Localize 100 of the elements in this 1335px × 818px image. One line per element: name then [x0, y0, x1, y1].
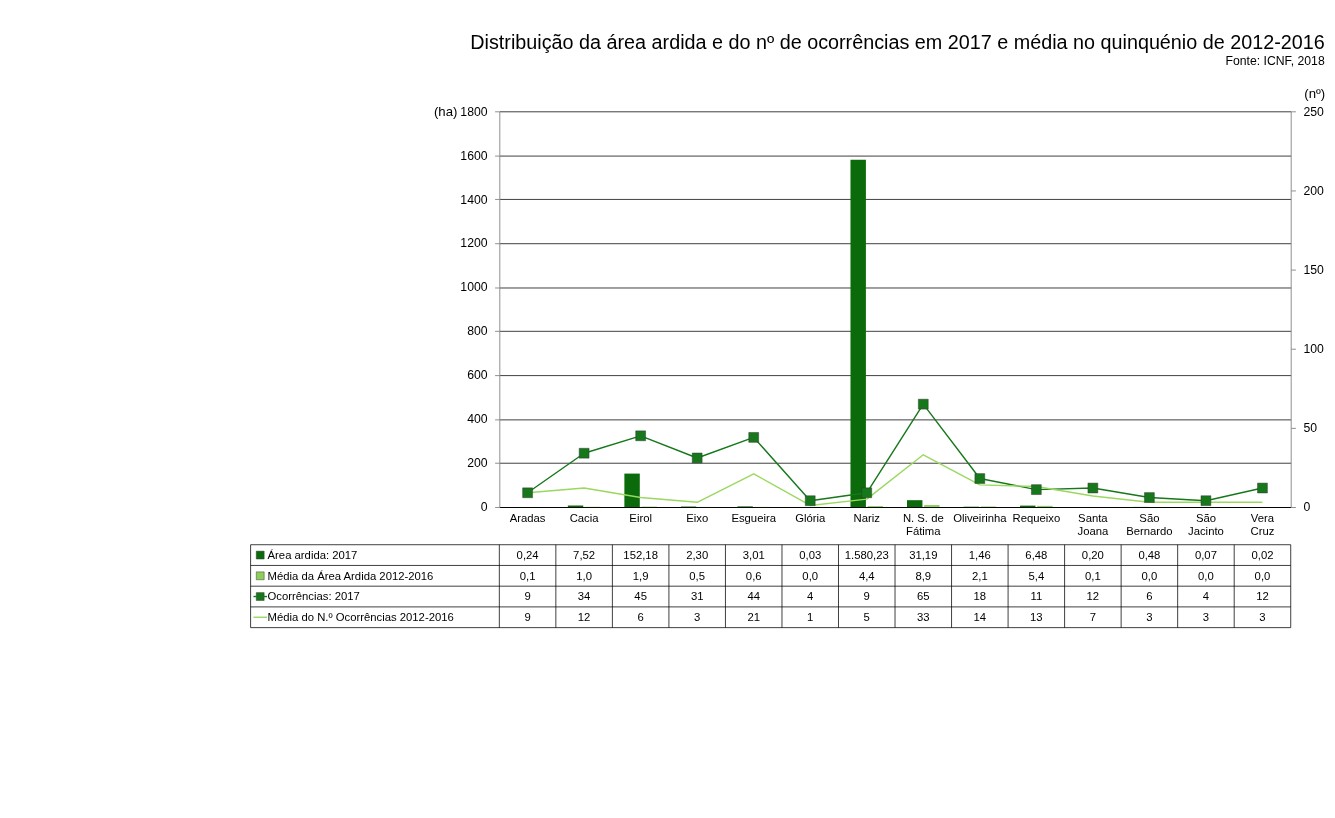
y-tick-label: 1000 — [460, 280, 488, 295]
data-label: 6 — [637, 611, 644, 624]
data-label: 1.580,23 — [844, 548, 889, 561]
data-label: 7 — [1089, 611, 1097, 624]
x-tick-label: Glória — [795, 511, 827, 524]
data-label: 152,18 — [623, 548, 658, 561]
x-tick-label: Vera Cruz — [1250, 511, 1275, 537]
data-label: 2,30 — [686, 548, 709, 561]
x-tick-label: Eixo — [686, 511, 709, 524]
data-label: 12 — [1086, 590, 1100, 603]
legend-label: Ocorrências: 2017 — [267, 590, 360, 603]
data-label: 33 — [917, 611, 930, 624]
y-axis-title: (ha) — [433, 103, 458, 119]
data-label: 6,48 — [1025, 548, 1048, 561]
y2-tick-label: 50 — [1303, 421, 1318, 436]
x-tick-label: Requeixo — [1012, 511, 1061, 524]
data-label: 8,9 — [915, 569, 932, 582]
data-label: 0,0 — [1198, 569, 1214, 582]
data-label: 3 — [1202, 611, 1210, 624]
legend-label: Média do N.º Ocorrências 2012-2016 — [267, 611, 454, 624]
data-label: 3 — [1146, 611, 1153, 624]
y-tick-label: 600 — [467, 368, 488, 383]
x-tick-label: São Bernardo — [1126, 511, 1173, 537]
data-label: 2,1 — [971, 569, 988, 582]
data-label: 31 — [690, 590, 704, 603]
data-label: 21 — [747, 611, 760, 624]
data-label: 4 — [807, 590, 814, 603]
data-label: 0,02 — [1251, 548, 1274, 561]
data-label: 5,4 — [1028, 569, 1045, 582]
data-label: 3 — [694, 611, 701, 624]
data-label: 1 — [807, 611, 814, 624]
data-label: 31,19 — [909, 548, 938, 561]
point — [861, 487, 872, 498]
data-label: 6 — [1146, 590, 1153, 603]
point — [805, 495, 816, 506]
data-label: 4 — [1202, 590, 1210, 603]
y2-tick-label: 250 — [1303, 104, 1325, 119]
data-label: 1,9 — [632, 569, 649, 582]
data-label: 18 — [973, 590, 987, 603]
data-label: 0,48 — [1138, 548, 1161, 561]
y-tick-label: 400 — [467, 412, 488, 427]
x-tick-label: Esgueira — [731, 511, 777, 524]
data-label: 12 — [1256, 590, 1269, 603]
x-tick-label: São Jacinto — [1188, 511, 1224, 537]
y-tick-label: 800 — [467, 324, 488, 339]
data-label: 9 — [524, 590, 531, 603]
point — [1200, 495, 1212, 506]
point — [748, 432, 759, 443]
legend-label: Área ardida: 2017 — [267, 548, 358, 561]
data-label: 0,0 — [802, 569, 819, 582]
chart-subtitle: Fonte: ICNF, 2018 — [1225, 54, 1325, 69]
data-label: 0,24 — [516, 548, 539, 561]
point — [918, 398, 929, 410]
y2-tick-label: 200 — [1303, 183, 1325, 198]
data-label: 0,03 — [799, 548, 822, 561]
point — [692, 452, 703, 464]
y-tick-label: 1400 — [460, 192, 488, 207]
data-label: 7,52 — [573, 548, 596, 561]
y2-tick-label: 150 — [1303, 262, 1325, 277]
data-label: 0,6 — [745, 569, 762, 582]
x-tick-label: N. S. de Fátima — [902, 511, 944, 537]
y2-tick-label: 100 — [1303, 342, 1325, 356]
data-label: 34 — [577, 590, 591, 603]
x-tick-label: Cacia — [569, 511, 600, 524]
data-label: 3 — [1259, 611, 1266, 624]
point — [1144, 492, 1155, 503]
data-label: 9 — [863, 590, 870, 603]
y-tick-label: 200 — [467, 456, 488, 471]
data-label: 65 — [917, 590, 930, 603]
x-tick-label: Oliveirinha — [953, 511, 1008, 524]
data-label: 12 — [577, 611, 591, 624]
point — [578, 448, 590, 459]
data-label: 13 — [1030, 611, 1043, 624]
chart-title: Distribuição da área ardida e do nº de ocorrências em 2017 e média no quinquénio de 2012-2016 — [470, 31, 1325, 54]
x-tick-label: Santa Joana — [1077, 511, 1109, 537]
bar — [907, 500, 923, 508]
point — [1031, 484, 1042, 495]
data-label: 0,5 — [689, 569, 706, 582]
point — [635, 430, 646, 441]
x-tick-label: Nariz — [853, 511, 881, 524]
data-label: 1,0 — [576, 569, 592, 582]
data-label: 5 — [863, 611, 870, 624]
y2-tick-label: 0 — [1303, 500, 1311, 515]
bar — [850, 159, 866, 508]
data-label: 45 — [634, 590, 647, 603]
legend-label: Média da Área Ardida 2012-2016 — [267, 569, 434, 582]
y-tick-label: 1200 — [460, 236, 488, 251]
point — [974, 473, 985, 484]
point — [522, 487, 533, 498]
data-label: 0,0 — [1254, 569, 1271, 582]
x-tick-label: Aradas — [509, 511, 546, 524]
y2-axis-title: (nº) — [1304, 85, 1326, 101]
bar — [624, 473, 640, 508]
point — [1087, 482, 1099, 494]
data-label: 14 — [973, 611, 987, 624]
data-label: 0,1 — [1085, 569, 1101, 582]
data-label: 9 — [524, 611, 531, 624]
y-tick-label: 0 — [480, 500, 488, 515]
data-label: 44 — [747, 590, 760, 603]
data-label: 0,0 — [1141, 569, 1158, 582]
